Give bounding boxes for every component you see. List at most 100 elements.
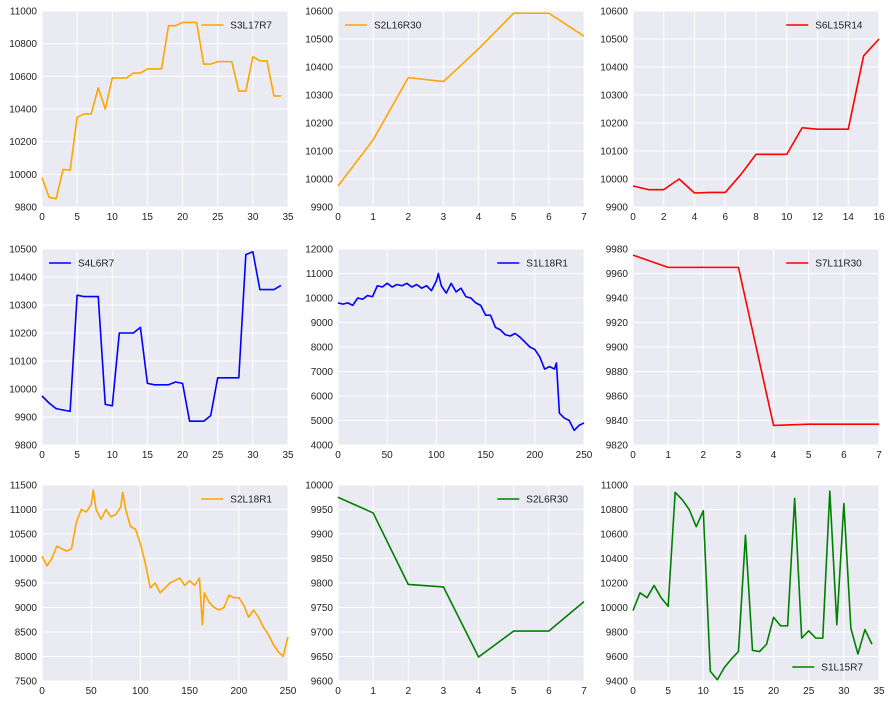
- x-tick-label: 2: [406, 686, 412, 697]
- x-tick-label: 30: [247, 450, 259, 461]
- x-tick-label: 7: [581, 686, 587, 697]
- x-tick-label: 25: [803, 686, 815, 697]
- y-tick-label: 10500: [9, 530, 37, 541]
- x-tick-label: 20: [177, 450, 189, 461]
- y-tick-label: 10400: [600, 63, 628, 74]
- y-tick-label: 10400: [9, 105, 37, 116]
- y-tick-label: 10100: [9, 357, 37, 368]
- subplot-3: 0 2 4 6 8 10 12 14 16 9900 10000 10100 10200 10300 104…: [600, 7, 885, 224]
- series-line: [41, 489, 289, 658]
- x-tick-label: 100: [428, 450, 445, 461]
- series-line: [632, 254, 879, 427]
- x-tick-label: 2: [661, 212, 667, 223]
- y-tick-label: 10800: [9, 39, 37, 50]
- y-tick-label: 10000: [305, 294, 333, 305]
- legend: S1L15R7: [792, 663, 863, 674]
- x-tick-label: 35: [873, 686, 885, 697]
- y-tick-label: 9900: [15, 413, 38, 424]
- legend-label: S1L15R7: [821, 663, 863, 674]
- y-tick-label: 10000: [305, 481, 333, 492]
- subplot-6: 0 1 2 3 4 5 6 7 9820 9840 9860 9880 9900 9920 9940 9960…: [606, 245, 882, 462]
- legend-label: S7L11R30: [815, 259, 862, 270]
- x-tick-label: 3: [441, 212, 447, 223]
- y-tick-label: 12000: [305, 245, 333, 256]
- x-tick-label: 5: [74, 450, 80, 461]
- series-line: [632, 490, 873, 681]
- y-tick-label: 10400: [600, 554, 628, 565]
- legend-label: S4L6R7: [78, 259, 115, 270]
- x-tick-label: 2: [406, 212, 412, 223]
- y-tick-label: 9650: [311, 652, 334, 663]
- y-tick-label: 9820: [606, 441, 629, 452]
- y-tick-label: 10100: [600, 147, 628, 158]
- y-tick-label: 9800: [311, 579, 334, 590]
- x-tick-label: 7: [581, 212, 587, 223]
- x-tick-label: 200: [526, 450, 543, 461]
- x-tick-label: 0: [39, 212, 45, 223]
- series-line: [337, 496, 585, 658]
- y-tick-label: 8500: [15, 628, 38, 639]
- x-tick-label: 5: [74, 212, 80, 223]
- y-tick-label: 10200: [305, 119, 333, 130]
- y-tick-label: 9960: [606, 269, 629, 280]
- x-tick-label: 250: [576, 450, 593, 461]
- x-tick-label: 6: [546, 686, 552, 697]
- legend-label: S2L16R30: [374, 21, 422, 32]
- y-tick-label: 10200: [9, 137, 37, 148]
- y-tick-label: 10800: [600, 505, 628, 516]
- y-tick-label: 7000: [311, 367, 334, 378]
- x-tick-label: 10: [107, 450, 119, 461]
- y-tick-label: 11000: [10, 505, 38, 516]
- x-tick-label: 0: [630, 450, 636, 461]
- legend: S7L11R30: [786, 259, 862, 270]
- x-tick-label: 5: [665, 686, 671, 697]
- y-tick-label: 10300: [305, 91, 333, 102]
- plot-background: [42, 249, 288, 445]
- y-tick-label: 10600: [600, 7, 628, 18]
- y-tick-label: 11000: [306, 269, 334, 280]
- y-tick-label: 10400: [305, 63, 333, 74]
- y-tick-label: 9880: [606, 367, 629, 378]
- y-tick-label: 9840: [606, 416, 629, 427]
- subplot-1: 0 5 10 15 20 25 30 35 9800 10000 10200 10400 10600 10…: [9, 7, 294, 224]
- y-tick-label: 10300: [9, 301, 37, 312]
- legend-label: S6L15R14: [815, 21, 863, 32]
- x-tick-label: 25: [212, 212, 224, 223]
- legend: S4L6R7: [49, 259, 115, 270]
- x-tick-label: 0: [630, 212, 636, 223]
- series-line: [632, 38, 880, 194]
- y-tick-label: 9950: [311, 505, 334, 516]
- legend: S2L6R30: [497, 495, 568, 506]
- x-tick-label: 35: [282, 450, 294, 461]
- legend: S6L15R14: [786, 21, 863, 32]
- x-tick-label: 2: [701, 450, 707, 461]
- series-line: [41, 21, 281, 200]
- x-tick-label: 0: [630, 686, 636, 697]
- x-tick-label: 6: [722, 212, 728, 223]
- x-tick-label: 0: [335, 212, 341, 223]
- legend-label: S2L6R30: [526, 495, 568, 506]
- x-tick-label: 0: [39, 450, 45, 461]
- x-tick-label: 3: [736, 450, 742, 461]
- subplot-9: 0 5 10 15 20 25 30 35 9400 9600 9800 10000 10200 1040…: [600, 481, 885, 698]
- x-tick-label: 35: [282, 212, 294, 223]
- y-tick-label: 9000: [15, 603, 38, 614]
- subplot-4: 0 5 10 15 20 25 30 35 9800 9900 10000 10100 10200 103…: [9, 245, 294, 462]
- x-tick-label: 15: [142, 212, 154, 223]
- x-tick-label: 5: [806, 450, 812, 461]
- x-tick-label: 0: [335, 450, 341, 461]
- x-tick-label: 10: [781, 212, 793, 223]
- subplot-5: 0 50 100 150 200 250 4000 5000 6000 7000 8000 9000 1…: [305, 245, 593, 462]
- y-tick-label: 11000: [601, 481, 629, 492]
- y-tick-label: 10000: [600, 603, 628, 614]
- y-tick-label: 9900: [311, 530, 334, 541]
- x-tick-label: 50: [382, 450, 394, 461]
- x-tick-label: 10: [698, 686, 710, 697]
- y-tick-label: 10200: [9, 329, 37, 340]
- x-tick-label: 4: [692, 212, 698, 223]
- series-line: [41, 251, 282, 423]
- x-tick-label: 200: [230, 686, 247, 697]
- y-tick-label: 10600: [305, 7, 333, 18]
- y-tick-label: 10500: [305, 35, 333, 46]
